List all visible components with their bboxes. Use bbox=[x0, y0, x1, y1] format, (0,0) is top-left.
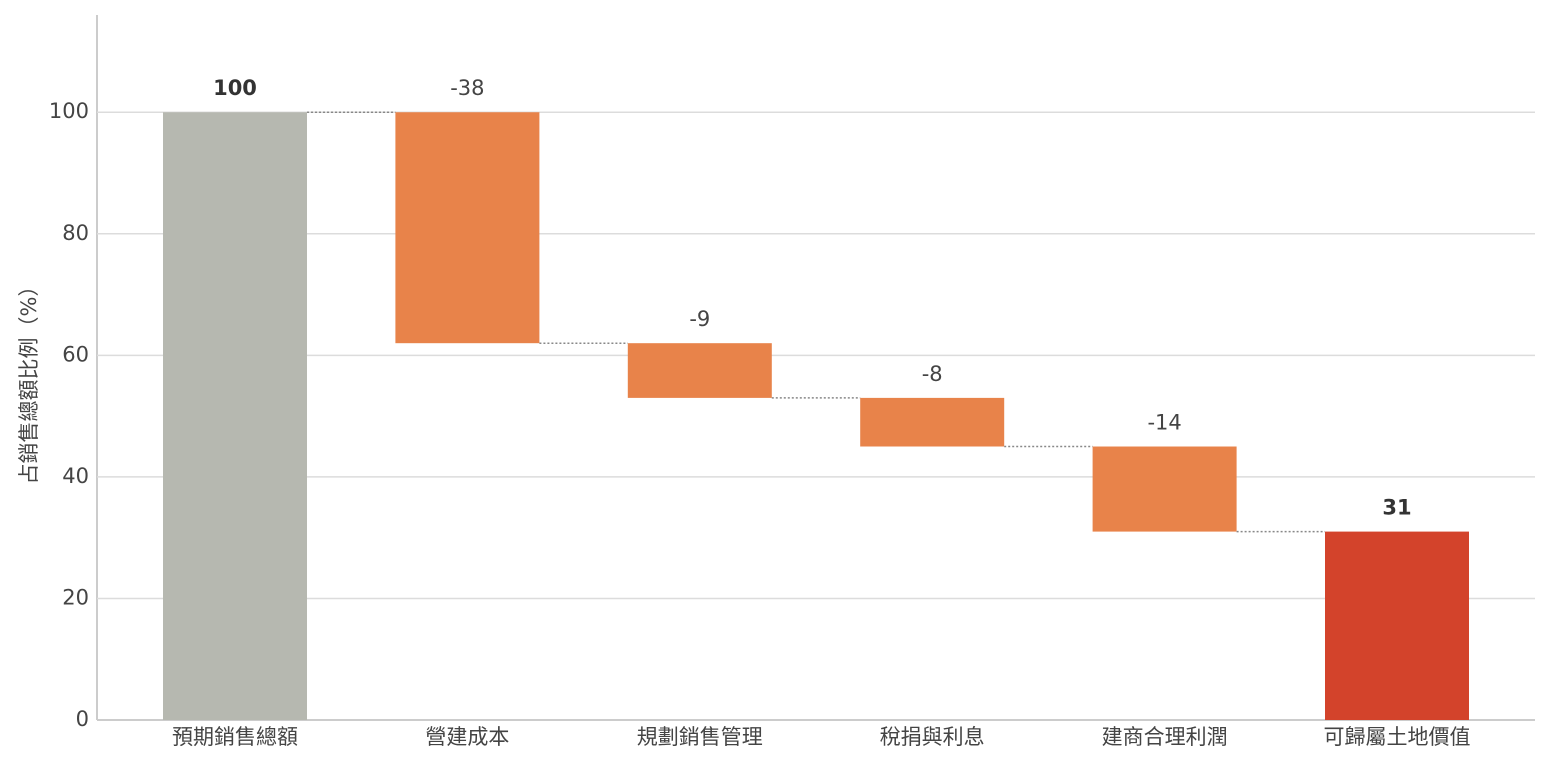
x-tick-label: 可歸屬土地價值 bbox=[1324, 725, 1471, 749]
x-tick-label: 建商合理利潤 bbox=[1102, 725, 1228, 749]
bar bbox=[163, 112, 307, 720]
value-label: 100 bbox=[213, 76, 257, 100]
x-tick-label: 營建成本 bbox=[425, 725, 509, 749]
bar bbox=[627, 343, 772, 398]
y-tick-label: 40 bbox=[62, 464, 89, 488]
value-label: -8 bbox=[922, 362, 943, 386]
value-label: -14 bbox=[1147, 411, 1181, 435]
bar bbox=[1325, 531, 1469, 720]
y-tick-label: 60 bbox=[62, 342, 89, 366]
bar bbox=[395, 112, 540, 344]
bar bbox=[1092, 446, 1237, 532]
x-tick-label: 預期銷售總額 bbox=[172, 725, 298, 749]
value-label: 31 bbox=[1382, 496, 1411, 520]
x-tick-label: 稅捐與利息 bbox=[880, 725, 985, 749]
y-axis-title: 占銷售總額比例（%） bbox=[17, 276, 41, 485]
y-tick-label: 80 bbox=[62, 221, 89, 245]
x-tick-label: 規劃銷售管理 bbox=[637, 725, 763, 749]
value-label: -38 bbox=[450, 76, 484, 100]
bar bbox=[860, 397, 1005, 447]
y-tick-label: 0 bbox=[76, 707, 89, 731]
value-label: -9 bbox=[689, 307, 710, 331]
y-tick-label: 100 bbox=[49, 99, 89, 123]
y-tick-label: 20 bbox=[62, 585, 89, 609]
